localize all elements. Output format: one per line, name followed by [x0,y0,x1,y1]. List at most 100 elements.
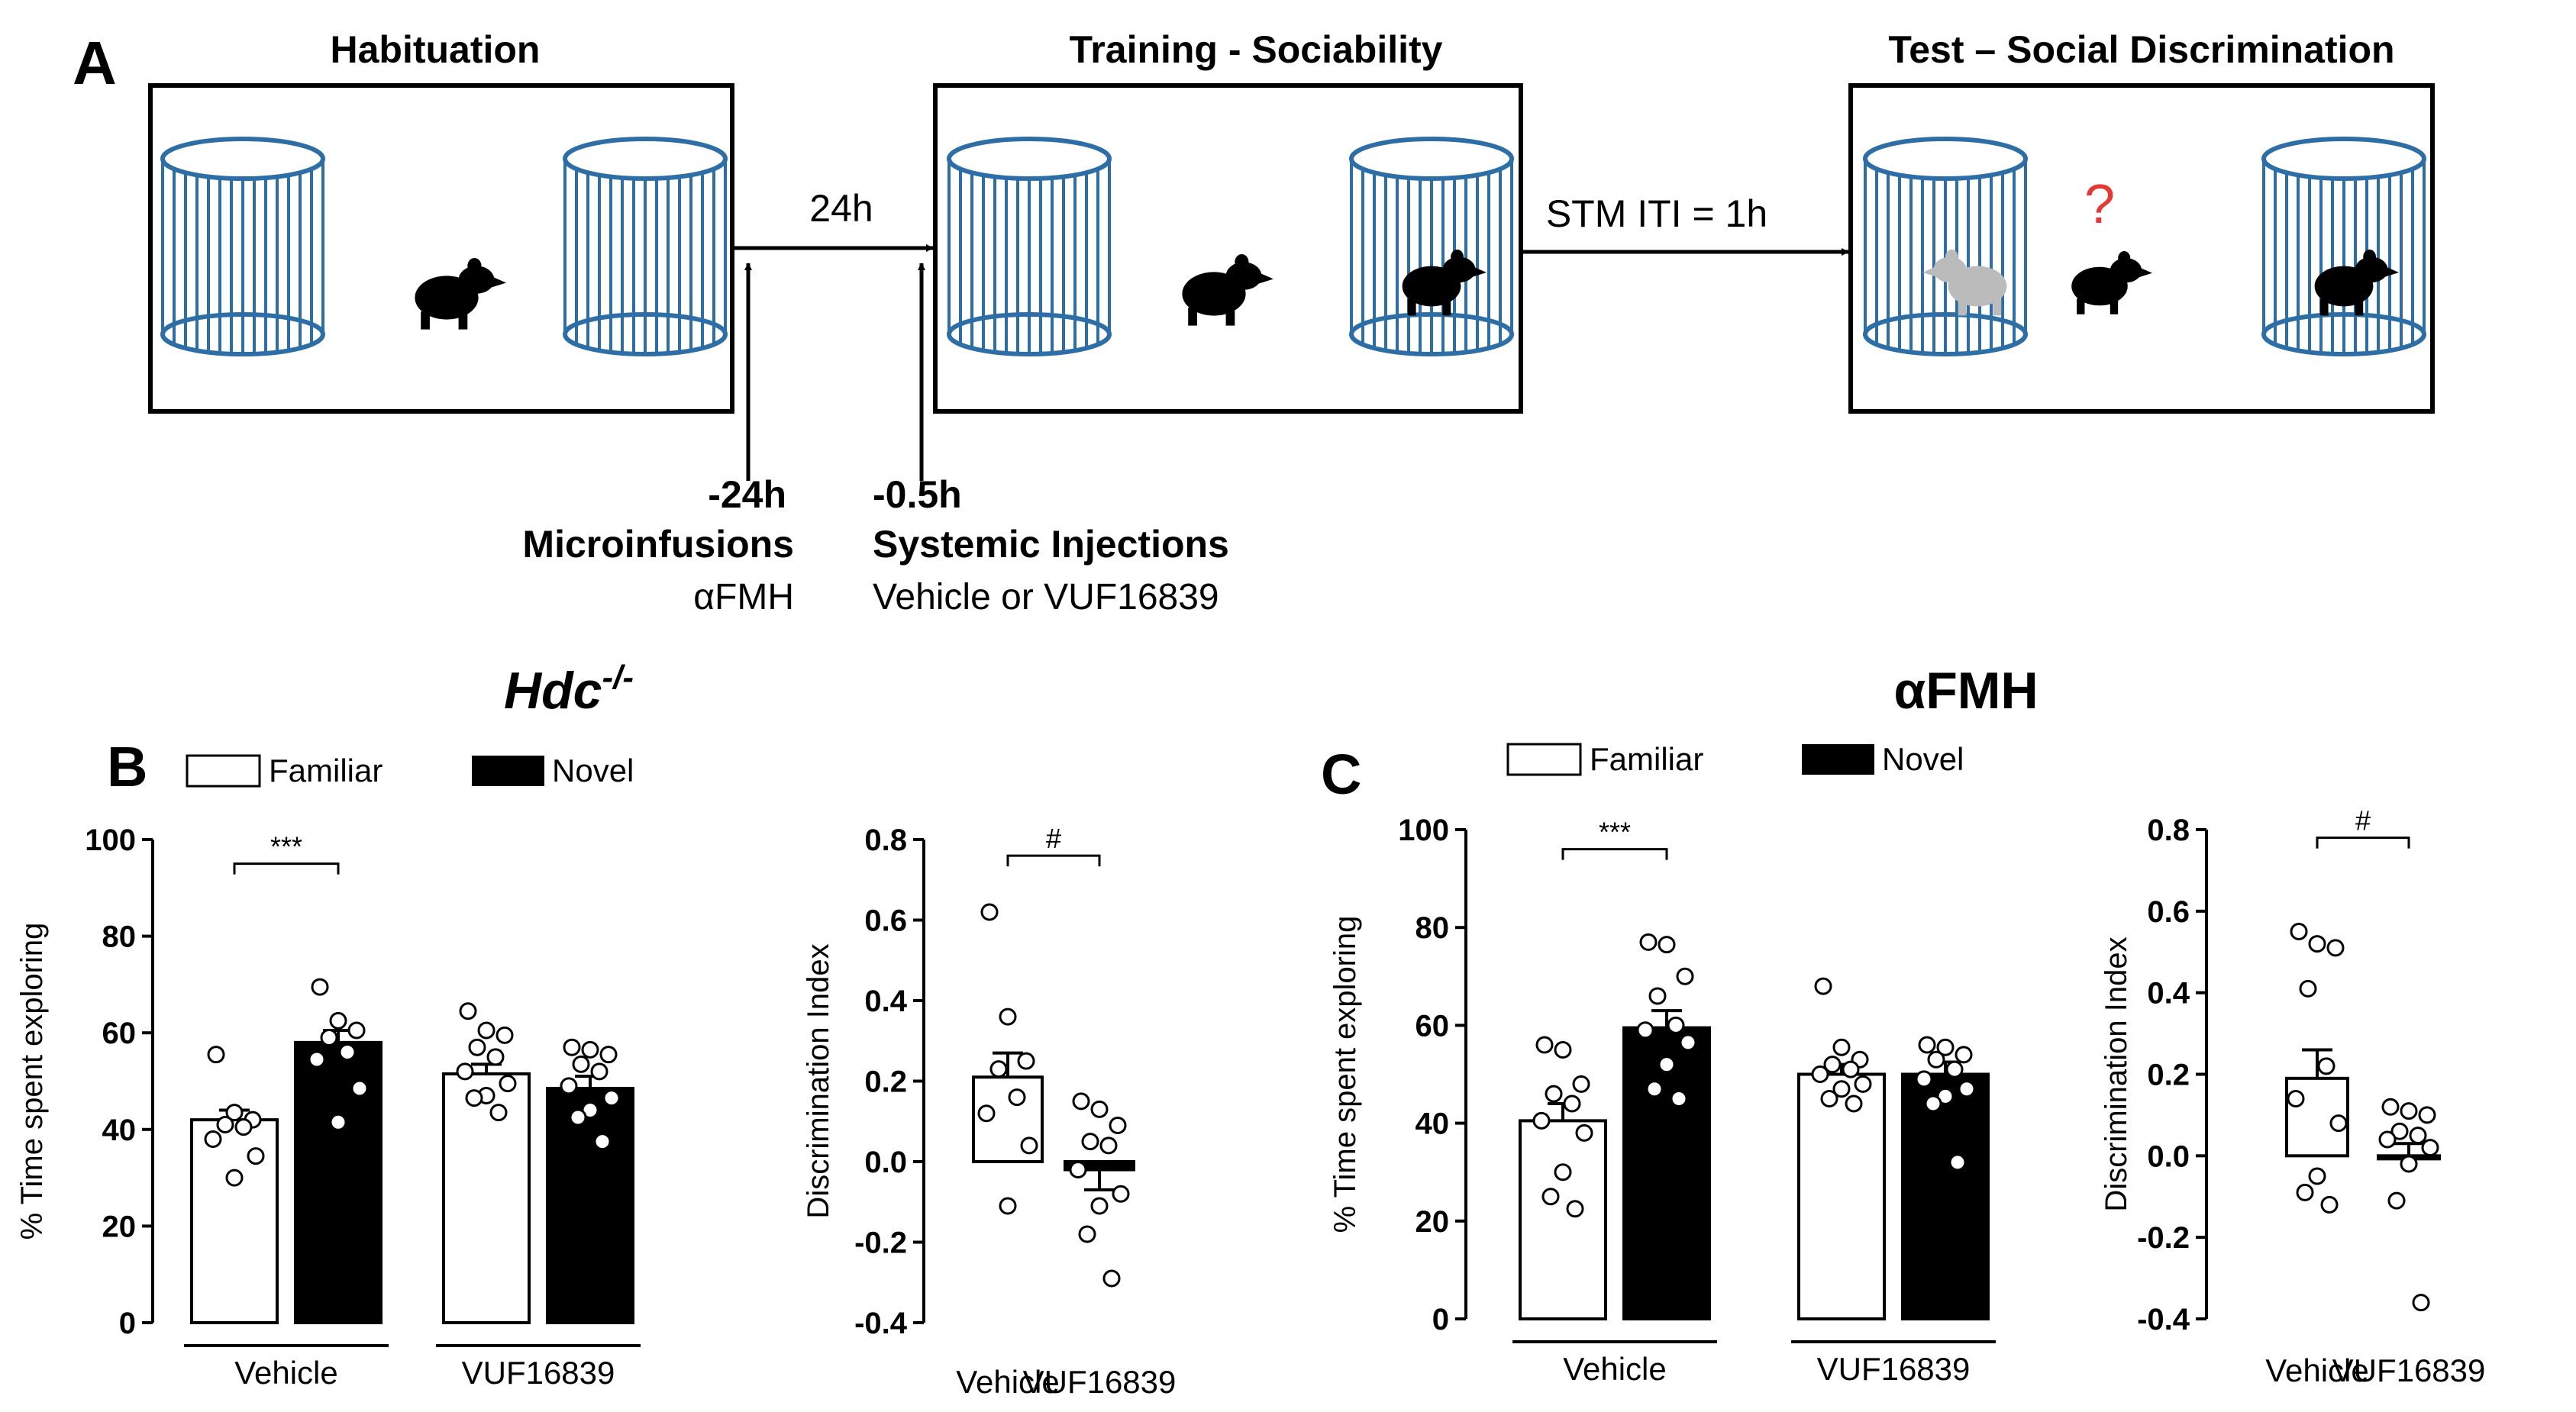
timepoint1-drug: αFMH [693,577,794,617]
bar-familiar [442,1072,531,1324]
panel-a-letter: A [73,29,117,97]
data-point [563,1038,581,1056]
y-tick-label: 0.8 [2147,814,2190,847]
data-point [1918,1036,1936,1054]
data-point [2299,979,2317,998]
data-point [1845,1094,1863,1113]
y-tick-label: 0.2 [2147,1059,2190,1092]
timepoint2-procedure: Systemic Injections [873,523,1229,566]
data-point [1820,1090,1838,1108]
data-point [1545,1085,1563,1103]
y-axis-label: Discrimination Index [802,943,835,1218]
y-tick-label: 0.8 [864,824,907,857]
data-point [2326,939,2345,957]
timepoint2-time: -0.5h [873,473,962,516]
data-point [1535,1036,1554,1054]
data-point [207,1046,225,1064]
y-tick-label: 0.4 [2147,977,2190,1011]
data-point [489,1104,508,1122]
data-point [560,1077,578,1095]
panel-c-letter: C [1321,743,1361,806]
data-point [1069,1161,1087,1179]
y-tick-label: -0.2 [2137,1221,2190,1255]
y-tick-label: 40 [1416,1107,1450,1141]
data-point [999,1007,1017,1026]
cage-2 [563,137,728,356]
y-tick-label: 0.0 [2147,1140,2190,1173]
legend-b-novel-label: Novel [552,753,634,788]
data-point [1924,1094,1942,1113]
data-point [2400,1155,2418,1173]
data-point [1936,1038,1955,1056]
x-tick-label: VUF16839 [462,1355,615,1391]
data-point [1670,1090,1688,1108]
training-title: Training - Sociability [1070,28,1443,71]
data-point [468,1038,486,1056]
y-axis-label: Discrimination Index [2100,936,2133,1211]
data-point [2418,1106,2436,1124]
data-point [465,1089,483,1107]
y-tick-label: 40 [102,1114,137,1147]
data-point [1112,1185,1130,1203]
data-point [2320,1195,2339,1214]
cage-top-rim [1349,137,1514,181]
data-point [602,1089,621,1107]
y-tick-label: 80 [102,920,137,954]
data-point [338,1043,357,1062]
x-tick-label: VUF16839 [2332,1352,2486,1388]
data-point [311,978,329,996]
bar-novel [1901,1072,1990,1320]
y-tick-label: 0 [1432,1303,1449,1336]
data-point [1948,1153,1967,1172]
data-point [347,1021,366,1040]
data-point [1955,1046,1973,1064]
data-point [1636,1021,1654,1040]
data-point [1090,1100,1109,1118]
panel-b-title-text: Hdc [504,662,602,720]
data-point [225,1104,244,1122]
legend-b-familiar-label: Familiar [269,753,383,788]
habituation-arena [148,83,734,414]
y-tick-label: -0.2 [854,1227,907,1260]
data-point [1679,1033,1697,1052]
y-tick-label: 0.2 [864,1065,907,1099]
data-point [569,1108,587,1127]
data-point [1639,933,1658,951]
data-point [593,1133,612,1151]
data-point [216,1115,234,1133]
data-point [1667,1016,1685,1034]
habituation-title: Habituation [331,28,541,71]
data-point [2412,1294,2430,1312]
chart-b-time: 0 20 40 60 80 100 % Time spent exploring Vehicl… [15,824,641,1391]
data-point [329,1011,347,1030]
bar-novel [1622,1026,1711,1320]
significance-label: *** [1599,817,1631,848]
cage-3 [947,137,1112,356]
data-point [459,1002,477,1020]
data-point [1945,1060,1964,1078]
significance-label: # [1046,823,1061,854]
arrow2-label: STM ITI = 1h [1546,192,1767,235]
data-point [2308,935,2326,953]
bar-familiar [1797,1072,1886,1320]
bar-vehicle [2285,1076,2349,1158]
data-point [477,1021,496,1040]
cage-top-rim [1863,137,2028,181]
training-arena [933,83,1523,414]
data-point [1102,1269,1121,1288]
y-tick-label: 0.4 [864,985,907,1018]
data-point [1658,936,1676,954]
question-mark: ? [2084,174,2115,235]
data-point [1563,1094,1581,1113]
chart-c-di: -0.4 -0.2 0.0 0.2 0.4 0.6 0.8 Discrimination In… [2100,805,2485,1388]
y-axis-label: % Time spent exploring [15,923,49,1240]
data-point [999,1197,1017,1215]
cage-4 [1349,137,1514,356]
data-point [1658,1056,1676,1074]
panel-c-title: αFMH [1893,662,2038,720]
data-point [2409,1127,2427,1145]
data-point [2381,1098,2400,1116]
legend-c: Familiar Novel [1506,741,1964,777]
data-point [1814,977,1832,995]
bar-novel [546,1086,634,1324]
